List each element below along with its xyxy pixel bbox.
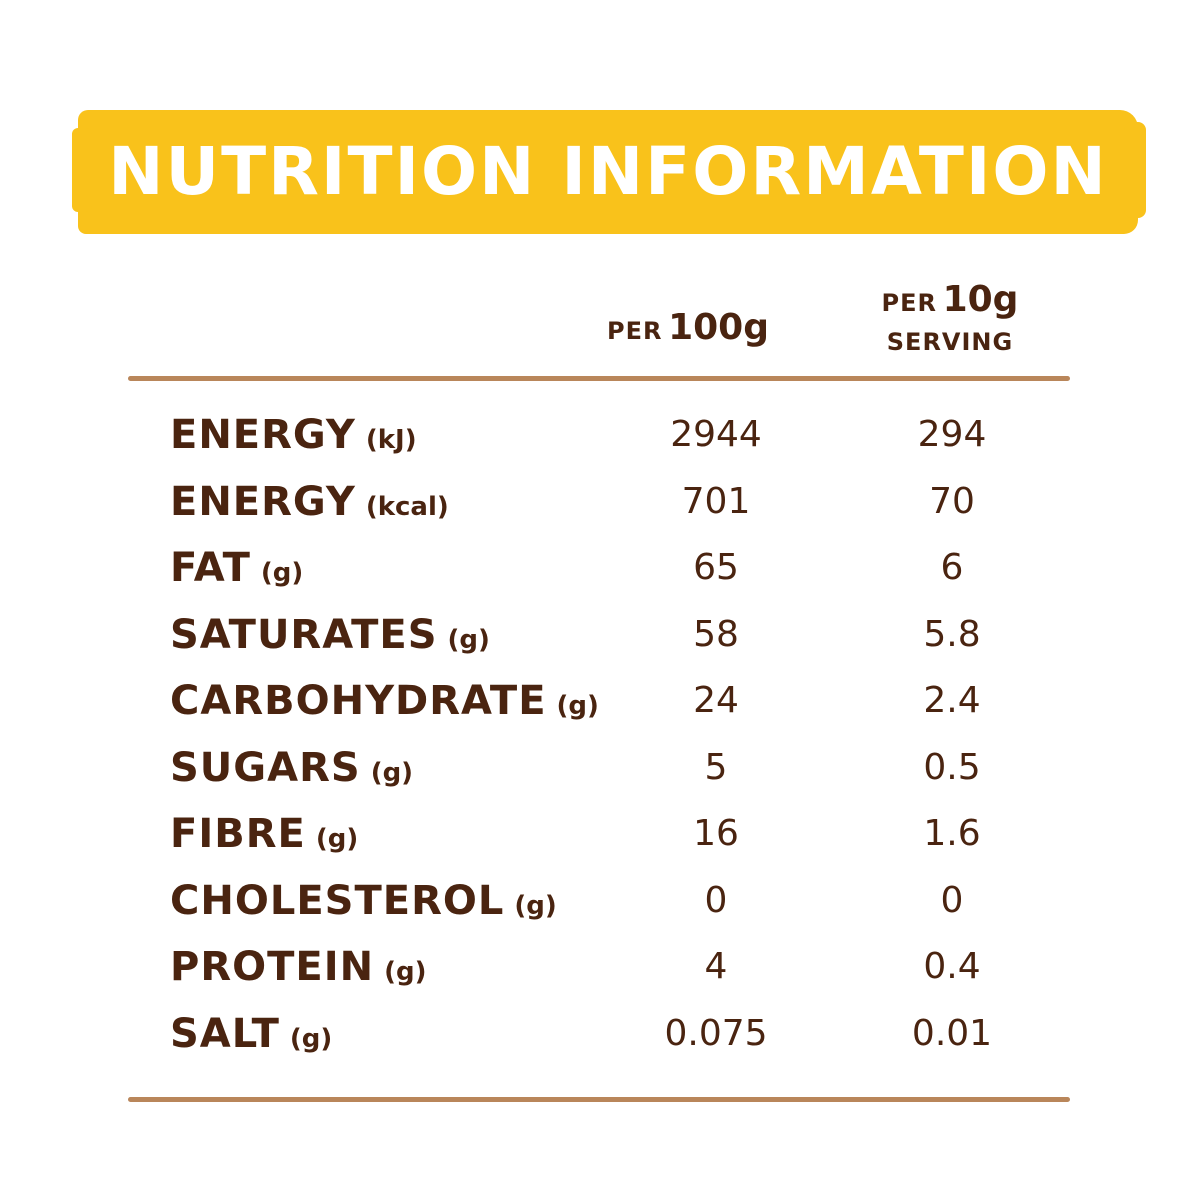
column-header-prefix: PER xyxy=(607,317,663,345)
value-per-10g: 0.01 xyxy=(911,1012,993,1054)
nutrient-unit: (g) xyxy=(370,757,414,788)
table-row: CARBOHYDRATE (g) 24 2.4 xyxy=(170,670,1050,737)
nutrient-unit: (g) xyxy=(447,624,490,655)
column-header-amount: 10g xyxy=(942,279,1019,320)
table-row: FAT (g) 65 6 xyxy=(170,537,1050,604)
nutrient-label: PROTEIN (g) xyxy=(170,944,426,990)
column-header-per-10g-serving: PER 10g SERVING xyxy=(860,282,1040,360)
value-per-100g: 65 xyxy=(693,547,739,588)
divider-top xyxy=(128,376,1070,381)
nutrient-name: ENERGY xyxy=(170,478,356,525)
nutrient-label: FIBRE (g) xyxy=(170,811,358,857)
divider-bottom xyxy=(128,1097,1070,1102)
nutrient-name: PROTEIN xyxy=(170,944,375,990)
nutrient-label: CHOLESTEROL (g) xyxy=(170,878,557,924)
page-title: NUTRITION INFORMATION xyxy=(108,133,1108,210)
nutrient-label: CARBOHYDRATE (g) xyxy=(170,678,599,724)
value-per-10g: 70 xyxy=(929,480,975,522)
table-row: SALT (g) 0.075 0.01 xyxy=(170,1003,1050,1070)
nutrient-unit: (g) xyxy=(514,890,557,921)
nutrient-label: ENERGY (kJ) xyxy=(170,412,417,458)
nutrient-name: FIBRE xyxy=(170,811,306,857)
nutrient-unit: (g) xyxy=(556,691,599,721)
value-per-10g: 5.8 xyxy=(923,613,981,655)
nutrient-unit: (g) xyxy=(315,824,359,854)
title-banner: NUTRITION INFORMATION xyxy=(72,110,1146,234)
value-per-100g: 58 xyxy=(693,613,739,655)
value-per-100g: 24 xyxy=(693,680,739,721)
table-row: PROTEIN (g) 4 0.4 xyxy=(170,936,1050,1003)
table-row: SATURATES (g) 58 5.8 xyxy=(170,604,1050,671)
value-per-100g: 0.075 xyxy=(664,1012,768,1054)
nutrient-label: SALT (g) xyxy=(170,1011,332,1057)
column-header-suffix: SERVING xyxy=(886,328,1014,356)
nutrient-label: ENERGY (kcal) xyxy=(170,479,449,525)
nutrient-name: SUGARS xyxy=(170,744,361,791)
nutrient-label: SUGARS (g) xyxy=(170,745,413,791)
nutrient-unit: (g) xyxy=(260,558,304,588)
table-row: FIBRE (g) 16 1.6 xyxy=(170,803,1050,870)
table-row: ENERGY (kJ) 2944 294 xyxy=(170,404,1050,471)
nutrient-unit: (kJ) xyxy=(365,425,417,455)
value-per-100g: 2944 xyxy=(670,414,762,455)
column-header-amount: 100g xyxy=(668,307,769,348)
nutrient-label: SATURATES (g) xyxy=(170,612,490,658)
nutrient-name: SALT xyxy=(170,1010,280,1057)
value-per-100g: 5 xyxy=(704,746,728,788)
value-per-10g: 0.5 xyxy=(923,746,981,788)
nutrition-table: ENERGY (kJ) 2944 294 ENERGY (kcal) 701 70 … xyxy=(170,404,1050,1069)
nutrient-name: CARBOHYDRATE xyxy=(170,678,547,724)
value-per-10g: 0.4 xyxy=(923,946,981,987)
nutrient-name: ENERGY xyxy=(170,412,356,458)
value-per-100g: 701 xyxy=(681,480,751,522)
nutrient-unit: (kcal) xyxy=(365,491,449,522)
nutrient-label: FAT (g) xyxy=(170,545,303,591)
table-row: SUGARS (g) 5 0.5 xyxy=(170,737,1050,804)
nutrient-name: SATURATES xyxy=(170,611,438,658)
nutrient-name: CHOLESTEROL xyxy=(170,877,505,924)
value-per-10g: 1.6 xyxy=(923,813,981,854)
table-row: CHOLESTEROL (g) 0 0 xyxy=(170,870,1050,937)
nutrient-name: FAT xyxy=(170,545,251,591)
value-per-10g: 0 xyxy=(940,879,964,921)
nutrient-unit: (g) xyxy=(289,1023,333,1054)
column-header-per-100g: PER 100g xyxy=(598,308,778,354)
value-per-100g: 4 xyxy=(704,946,728,987)
value-per-100g: 0 xyxy=(704,879,728,921)
value-per-10g: 6 xyxy=(940,547,964,588)
column-header-prefix: PER xyxy=(881,289,937,317)
value-per-100g: 16 xyxy=(693,813,739,854)
nutrient-unit: (g) xyxy=(384,957,427,987)
value-per-10g: 2.4 xyxy=(923,680,981,721)
value-per-10g: 294 xyxy=(917,414,987,455)
table-row: ENERGY (kcal) 701 70 xyxy=(170,471,1050,538)
